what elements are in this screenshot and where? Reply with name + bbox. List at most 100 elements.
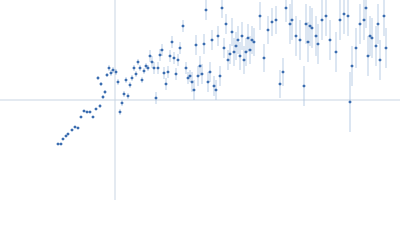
data-point	[316, 42, 320, 46]
data-point	[64, 134, 68, 138]
data-point	[284, 6, 288, 10]
data-point	[66, 132, 70, 136]
data-point	[281, 70, 285, 74]
data-point	[116, 80, 120, 84]
data-point	[348, 100, 352, 104]
data-point	[150, 60, 154, 64]
data-point	[166, 70, 170, 74]
data-point	[168, 54, 172, 58]
data-point	[61, 137, 65, 141]
data-point	[324, 14, 328, 18]
data-point	[244, 50, 248, 54]
data-point	[262, 56, 266, 60]
data-point	[274, 18, 278, 22]
data-point	[320, 18, 324, 22]
data-point	[214, 88, 218, 92]
data-point	[240, 34, 244, 38]
data-point	[186, 76, 190, 80]
data-point	[338, 18, 342, 22]
data-point	[362, 18, 366, 22]
data-point	[156, 66, 160, 70]
data-point	[346, 14, 350, 18]
data-point	[218, 74, 222, 78]
data-point	[232, 50, 236, 54]
data-point	[294, 34, 298, 38]
data-point	[120, 101, 124, 105]
data-point	[220, 6, 224, 10]
data-point	[73, 125, 77, 129]
data-point	[184, 66, 188, 70]
data-point	[126, 94, 130, 98]
data-point	[366, 54, 370, 58]
data-point	[140, 78, 144, 82]
data-point	[378, 58, 382, 62]
data-point	[105, 73, 109, 77]
data-point	[94, 107, 98, 111]
data-point	[370, 36, 374, 40]
data-point	[302, 84, 306, 88]
data-point	[358, 22, 362, 26]
data-point	[238, 54, 242, 58]
data-point	[152, 66, 156, 70]
data-point	[306, 40, 310, 44]
data-point	[70, 128, 74, 132]
data-point	[154, 96, 158, 100]
data-point	[96, 76, 100, 80]
data-point	[202, 42, 206, 46]
data-point	[160, 48, 164, 52]
data-point	[103, 90, 107, 94]
data-point	[118, 110, 122, 114]
data-point	[250, 38, 254, 42]
data-point	[204, 8, 208, 12]
data-point	[382, 14, 386, 18]
data-point	[224, 22, 228, 26]
data-point	[56, 142, 60, 146]
data-point	[132, 66, 136, 70]
data-point	[111, 68, 115, 72]
data-point	[206, 80, 210, 84]
data-point	[210, 38, 214, 42]
data-point	[194, 43, 198, 47]
data-point	[242, 58, 246, 62]
data-point	[144, 64, 148, 68]
data-point	[200, 72, 204, 76]
data-point	[138, 66, 142, 70]
data-point	[136, 60, 140, 64]
data-point	[328, 38, 332, 42]
data-point	[374, 44, 378, 48]
data-point	[114, 70, 118, 74]
data-point	[196, 74, 200, 78]
data-point	[350, 64, 354, 68]
data-point	[192, 88, 196, 92]
data-point	[146, 66, 150, 70]
data-point	[109, 71, 113, 75]
data-point	[82, 109, 86, 113]
data-point	[376, 22, 380, 26]
data-point	[79, 115, 83, 119]
data-point	[128, 83, 132, 87]
data-point	[85, 110, 89, 114]
data-point	[130, 76, 134, 80]
data-point	[308, 24, 312, 28]
data-point	[59, 142, 63, 146]
data-point	[107, 66, 111, 70]
data-point	[190, 80, 194, 84]
data-point	[178, 46, 182, 50]
data-point	[172, 56, 176, 60]
data-point	[174, 72, 178, 76]
data-point	[270, 20, 274, 24]
data-point	[334, 50, 338, 54]
data-point	[342, 12, 346, 16]
data-point	[228, 52, 232, 56]
data-point	[148, 54, 152, 58]
data-point	[222, 46, 226, 50]
data-point	[164, 82, 168, 86]
data-point	[304, 22, 308, 26]
data-point	[212, 84, 216, 88]
data-point	[208, 70, 212, 74]
data-point	[226, 58, 230, 62]
data-point	[248, 48, 252, 52]
data-point	[230, 30, 234, 34]
chart	[0, 0, 400, 200]
data-point	[364, 6, 368, 10]
